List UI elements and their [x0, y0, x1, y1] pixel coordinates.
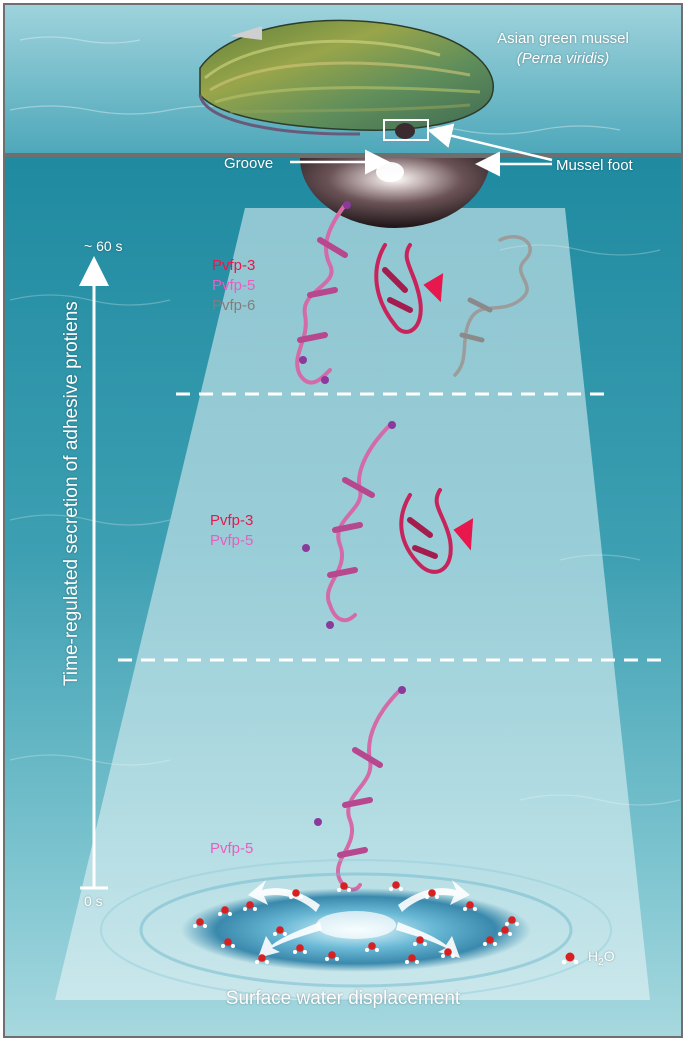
- stage1-protein-2-label: Pvfp-5: [212, 277, 256, 294]
- organism-name: Asian green mussel: [497, 30, 629, 47]
- foot-arrow-upper: [427, 123, 553, 162]
- water-molecule: [505, 916, 519, 926]
- water-molecule: [483, 936, 497, 946]
- h2o-label: H2O: [588, 948, 615, 968]
- mussel-foot-closeup: [300, 158, 490, 228]
- water-molecule: [498, 926, 512, 936]
- water-molecule: [365, 942, 379, 952]
- water-molecule: [389, 881, 403, 891]
- caption: Surface water displacement: [225, 988, 461, 1009]
- stage3-protein-1-label: Pvfp-5: [210, 840, 254, 857]
- time-axis-title: Time-regulated secretion of adhesive pro…: [61, 301, 82, 686]
- protein-pvfp3-stage2: [399, 488, 474, 574]
- stage2-protein-1-label: Pvfp-3: [210, 512, 254, 529]
- water-molecule: [289, 889, 303, 899]
- mussel-foot-label: Mussel foot: [556, 157, 633, 174]
- time-start-label: 0 s: [84, 893, 103, 909]
- protein-pvfp3-stage1: [374, 243, 444, 334]
- water-molecule: [413, 936, 427, 946]
- water-molecule: [221, 938, 235, 948]
- secretion-beam: [55, 208, 650, 1000]
- water-molecules: [193, 881, 519, 964]
- stage1-protein-3-label: Pvfp-6: [212, 297, 256, 314]
- water-molecule: [325, 951, 339, 961]
- displacement-arrows: [248, 880, 470, 958]
- water-molecule: [337, 882, 351, 892]
- water-molecule: [255, 954, 269, 964]
- stage2-protein-2-label: Pvfp-5: [210, 532, 254, 549]
- water-molecule: [273, 926, 287, 936]
- protein-pvfp5-stage1: [295, 201, 351, 385]
- protein-pvfp6-stage1: [453, 235, 532, 377]
- water-molecule: [243, 901, 257, 911]
- water-molecule: [218, 906, 232, 916]
- groove-label: Groove: [224, 155, 274, 172]
- water-molecule: [441, 948, 455, 958]
- water-molecule: [293, 944, 307, 954]
- h2o-legend-molecule: [561, 952, 579, 965]
- water-molecule: [425, 889, 439, 899]
- mussel-shell-image: [198, 19, 495, 136]
- water-molecule: [405, 954, 419, 964]
- species-name: (Perna viridis): [516, 50, 610, 67]
- time-end-label: ~ 60 s: [84, 238, 123, 254]
- stage1-protein-1-label: Pvfp-3: [212, 257, 256, 274]
- protein-pvfp5-stage2: [302, 421, 396, 629]
- water-molecule: [193, 918, 207, 928]
- water-molecule: [463, 901, 477, 911]
